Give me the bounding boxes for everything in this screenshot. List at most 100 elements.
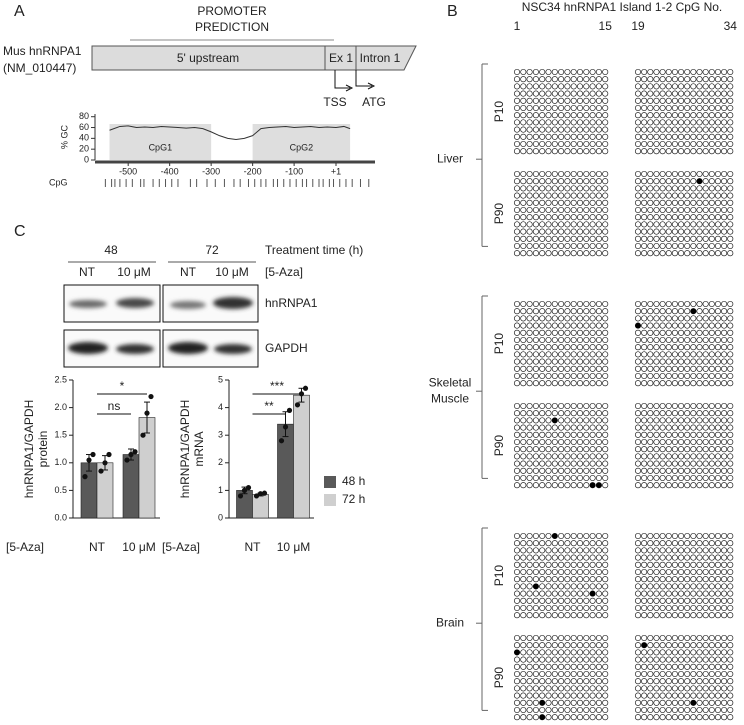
cpg-site (702, 692, 709, 699)
cpg-site (532, 140, 539, 148)
cpg-site (696, 221, 703, 228)
cpg-site (589, 410, 596, 417)
cpg-site (570, 670, 577, 678)
cpg-site (513, 438, 521, 446)
cpg-site (653, 612, 660, 619)
cpg-site (526, 250, 533, 257)
cpg-site (684, 214, 691, 221)
cpg-site (641, 612, 648, 619)
cpg-site (570, 649, 577, 656)
cpg-site (721, 460, 728, 467)
cpg-site (526, 199, 533, 206)
cpg-site (653, 714, 660, 721)
cpg-site (677, 178, 685, 185)
cpg-site (570, 97, 577, 104)
cpg-site (647, 235, 654, 242)
cpg-site (513, 170, 521, 178)
cpg-site (677, 372, 685, 380)
cpg-site (583, 699, 590, 706)
cpg-site (570, 185, 577, 192)
cpg-site (641, 221, 648, 228)
cpg-site (551, 329, 558, 336)
y-tick-label: 1.0 (54, 457, 67, 467)
methylated-site (533, 583, 539, 590)
cpg-site (714, 604, 722, 612)
cpg-site (595, 372, 602, 380)
cpg-site (727, 178, 734, 185)
cpg-site (583, 417, 590, 424)
cpg-site (564, 547, 571, 554)
cpg-site (539, 410, 546, 417)
cpg-site (539, 547, 546, 554)
cpg-site (671, 119, 678, 126)
cpg-site (526, 417, 533, 424)
cpg-site (641, 568, 648, 576)
arrow-head (367, 82, 376, 90)
cpg-site (545, 97, 552, 104)
cpg-site (589, 170, 596, 178)
cpg-site (653, 656, 660, 663)
cpg-site (576, 300, 584, 308)
cpg-site (564, 656, 571, 663)
cpg-site (602, 199, 609, 206)
cpg-site (576, 308, 584, 315)
cpg-site (714, 583, 722, 590)
cpg-site (589, 372, 596, 380)
cpg-site (570, 90, 577, 97)
cpg-site (583, 178, 590, 185)
cpg-site (727, 68, 734, 76)
cpg-site (539, 214, 546, 221)
cpg-site (702, 642, 709, 649)
cpg-site (532, 576, 539, 583)
cpg-site (677, 446, 685, 453)
cpg-site (653, 446, 660, 453)
cpg-site (526, 612, 533, 619)
cpg-site (671, 242, 678, 250)
cpg-site (539, 315, 546, 322)
cpg-site (576, 358, 584, 365)
cpg-site (576, 540, 584, 547)
cpg-site (727, 380, 734, 387)
cpg-site (595, 336, 602, 344)
cpg-site (690, 329, 697, 336)
cpg-site (551, 540, 558, 547)
cpg-site (564, 250, 571, 257)
cpg-site (539, 126, 546, 133)
cpg-site (526, 656, 533, 663)
cpg-site (634, 410, 642, 417)
cpg-site (634, 438, 642, 446)
cpg-site (714, 467, 722, 474)
panel-title: NSC34 hnRNPA1 Island 1-2 CpG No. (522, 0, 723, 14)
cpg-site (677, 322, 685, 329)
cpg-site (690, 133, 697, 140)
cpg-site (532, 561, 539, 568)
cpg-site (721, 417, 728, 424)
cpg-site (576, 642, 584, 649)
cpg-site (659, 250, 666, 257)
island-label: CpG1 (149, 142, 173, 152)
cpg-site (595, 358, 602, 365)
cpg-site (727, 192, 734, 199)
y-tick-label: 20 (79, 144, 89, 154)
cpg-site (576, 568, 584, 576)
cpg-site (647, 185, 654, 192)
cpg-site (690, 214, 697, 221)
methylation-block (634, 68, 734, 155)
cpg-site (539, 221, 546, 228)
cpg-site (539, 97, 546, 104)
cpg-site (708, 663, 715, 670)
cpg-site (558, 104, 565, 112)
cpg-site (708, 178, 715, 185)
cpg-site (653, 547, 660, 554)
cpg-site (727, 446, 734, 453)
cpg-site (665, 300, 672, 308)
cpg-site (634, 133, 642, 140)
methylation-block (634, 300, 734, 387)
cpg-site (558, 322, 565, 329)
cpg-site (526, 583, 533, 590)
cpg-site (714, 221, 722, 228)
cpg-site (595, 692, 602, 699)
cpg-site (589, 221, 596, 228)
cpg-site (583, 663, 590, 670)
